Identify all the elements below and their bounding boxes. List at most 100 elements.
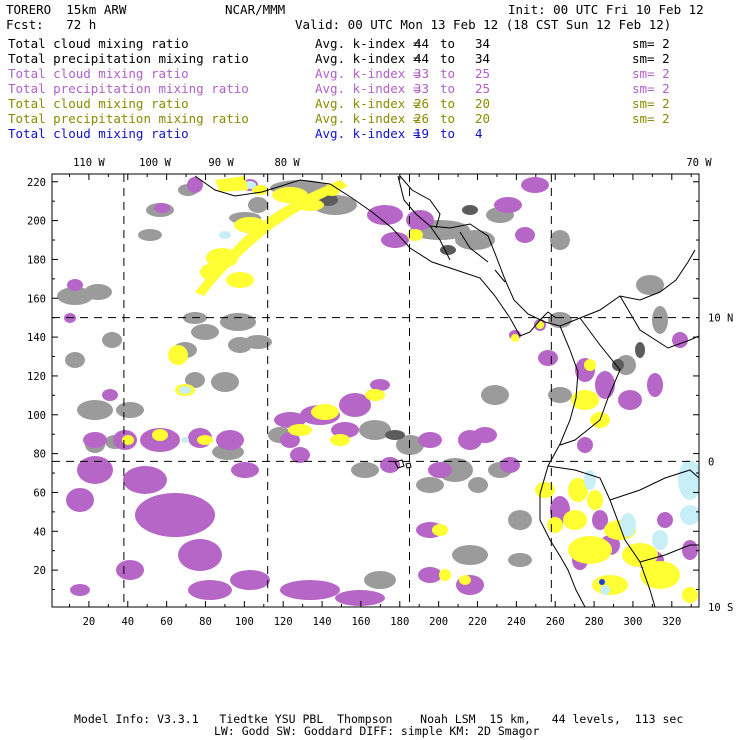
x-tick-label: 120 (274, 616, 293, 628)
cloud-blob-yellow (640, 561, 680, 589)
cloud-blob-purple (406, 210, 434, 230)
legend-row: Total cloud mixing ratio Avg. k-index = 33… (8, 67, 738, 81)
legend-row: Total precipitation mixing ratio Avg. k-i… (8, 112, 738, 126)
cloud-blob-purple (577, 437, 593, 453)
legend-field: Total precipitation mixing ratio (8, 81, 249, 96)
longitude-label: 80 W (274, 157, 300, 169)
x-tick-label: 240 (507, 616, 526, 628)
cloud-blob-purple (367, 205, 403, 225)
cloud-blob-purple (66, 488, 94, 512)
cloud-blob-purple (188, 580, 232, 600)
cloud-blob-yellow (226, 272, 254, 288)
legend-from: 44 (414, 51, 430, 66)
cloud-blob-yellow (571, 390, 599, 410)
cloud-blob-purple (77, 456, 113, 484)
cloud-blob-purple (102, 389, 118, 401)
cloud-blob-gray-cloud (57, 287, 93, 305)
cloud-blob-yellow (330, 434, 350, 446)
coastline-path (539, 325, 586, 607)
cloud-blob-gray-cloud (455, 230, 495, 250)
cloud-blob-purple (274, 412, 306, 428)
x-tick-label: 160 (351, 616, 370, 628)
legend-index-label: Avg. k-index = (315, 51, 421, 66)
physics-info: LW: Godd SW: Goddard DIFF: simple KM: 2D… (214, 724, 540, 738)
legend-from: 26 (414, 96, 430, 111)
x-tick-label: 140 (313, 616, 332, 628)
y-tick-label: 180 (27, 254, 46, 266)
cloud-blob-light-blue (678, 460, 699, 500)
cloud-blob-light-blue (600, 585, 610, 595)
x-tick-label: 200 (429, 616, 448, 628)
cloud-blob-purple (592, 510, 608, 530)
cloud-blob-purple (178, 539, 222, 571)
cloud-blob-gray-cloud (468, 477, 488, 493)
legend-to-word: to (440, 51, 456, 66)
legend-to-word: to (440, 66, 456, 81)
legend-to-word: to (440, 126, 456, 141)
legend-index-label: Avg. k-index = (315, 111, 421, 126)
cloud-blob-purple (83, 432, 107, 448)
coastline-path (394, 459, 405, 469)
plot-frame (51, 173, 700, 608)
x-tick-label: 180 (390, 616, 409, 628)
y-tick-label: 100 (27, 410, 46, 422)
y-tick-label: 220 (27, 177, 46, 189)
cloud-blob-purple (135, 493, 215, 537)
cloud-blob-gray-cloud (452, 545, 488, 565)
coastline-path (619, 295, 699, 349)
cloud-blob-purple (618, 390, 642, 410)
latitude-label: 10 N (708, 313, 733, 325)
cloud-blob-gray-cloud (138, 229, 162, 241)
cloud-blob-gray-cloud (364, 571, 396, 589)
cloud-blob-gray-cloud (248, 197, 268, 213)
cloud-blob-gray-cloud (652, 306, 668, 334)
legend-to-word: to (440, 111, 456, 126)
cloud-blob-gray-cloud (359, 420, 391, 440)
cloud-blob-purple (500, 457, 520, 473)
cloud-blob-purple (657, 512, 673, 528)
legend-row: Total cloud mixing ratio Avg. k-index = 44… (8, 37, 738, 51)
axis-ticks: 20 40 60 80 100 120 140 160 180 200 220 240 260 280 30… (27, 157, 733, 628)
cloud-blob-purple (418, 432, 442, 448)
y-tick-label: 20 (33, 565, 46, 577)
legend-smooth: sm= 2 (632, 51, 670, 66)
longitude-label: 110 W (73, 157, 105, 169)
cloud-blob-yellow (432, 524, 448, 536)
cloud-blob-gray-cloud (65, 352, 85, 368)
coastline-path (405, 462, 412, 469)
legend-smooth: sm= 2 (632, 96, 670, 111)
cloud-blob-purple (67, 279, 83, 291)
lat-lon-grid (52, 174, 699, 607)
legend-to-word: to (440, 96, 456, 111)
cloud-blob-gray-cloud (508, 510, 532, 530)
legend-to: 20 (475, 96, 491, 111)
cloud-blob-yellow (439, 569, 451, 581)
cloud-blob-yellow (547, 517, 563, 533)
cloud-blob-gray-cloud (102, 332, 122, 348)
cloud-blob-yellow (584, 359, 596, 371)
cloud-blob-purple (521, 177, 549, 193)
legend-field: Total cloud mixing ratio (8, 96, 189, 111)
cloud-blob-yellow (459, 575, 471, 585)
cloud-blob-purple (647, 373, 663, 397)
legend-from: 33 (414, 66, 430, 81)
cloud-blob-gray-cloud (185, 372, 205, 388)
legend-to: 34 (475, 51, 491, 66)
legend-to-word: to (440, 81, 456, 96)
cloud-blob-yellow (407, 229, 423, 241)
cloud-blob-purple (280, 432, 300, 448)
cloud-blob-gray-cloud (548, 387, 572, 403)
longitude-label: 100 W (139, 157, 171, 169)
longitude-label: 90 W (208, 157, 234, 169)
cloud-blob-purple (538, 350, 558, 366)
cloud-blob-purple (154, 203, 170, 213)
cloud-blob-yellow (122, 435, 134, 445)
legend-index-label: Avg. k-index = (315, 96, 421, 111)
legend-index-label: Avg. k-index = (315, 66, 421, 81)
cloud-blob-dark-cloud (440, 245, 456, 255)
y-tick-label: 140 (27, 332, 46, 344)
x-tick-label: 300 (623, 616, 642, 628)
center-name: NCAR/MMM (225, 2, 286, 17)
cloud-blob-light-blue (620, 513, 636, 537)
legend-row: Total cloud mixing ratio Avg. k-index = 26… (8, 97, 738, 111)
